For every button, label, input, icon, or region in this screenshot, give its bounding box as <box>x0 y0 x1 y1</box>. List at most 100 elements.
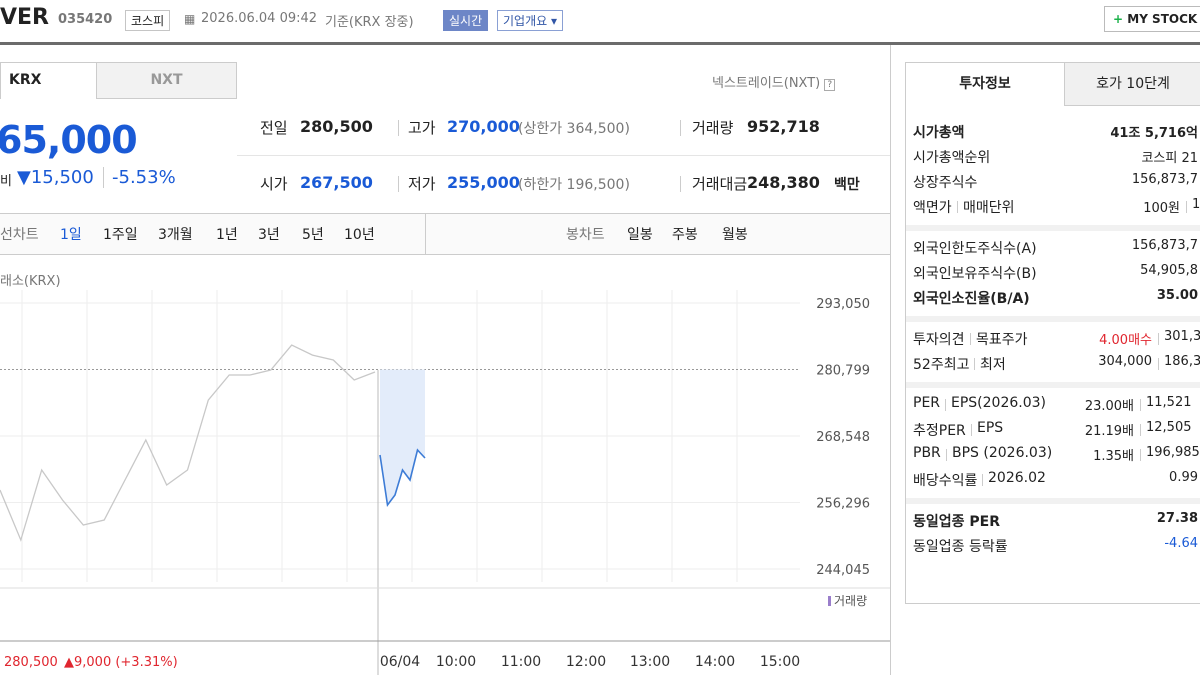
date: 2026.06.04 09:42 <box>201 11 318 26</box>
info-value: 1 <box>1192 197 1200 212</box>
price-chart: 293,050 280,799 268,548 256,296 244,045 거래량 06… <box>0 290 890 675</box>
market-badge: 코스피 <box>125 10 171 31</box>
x-tick-label: 10:00 <box>436 654 476 670</box>
tab-info[interactable]: 투자정보 <box>959 76 1011 92</box>
info-value: 0.99 <box>1169 470 1198 485</box>
info-label: 상장주식수 <box>913 175 978 191</box>
header: VER 035420 코스피 ▦ 2026.06.04 09:42 기준(KRX… <box>0 0 1200 42</box>
overview-button[interactable]: 기업개요 ▾ <box>497 10 564 31</box>
realtime-badge[interactable]: 실시간 <box>443 10 489 31</box>
info-value: 186,3 <box>1164 354 1200 369</box>
tab-orderbook[interactable]: 호가 10단계 <box>1064 63 1200 106</box>
x-tick-label: 14:00 <box>695 654 735 670</box>
info-value: 304,000 <box>1098 354 1152 369</box>
value-separator <box>1186 201 1187 213</box>
stat-label: 저가 <box>408 175 436 193</box>
label-separator <box>971 424 972 436</box>
header-border <box>0 42 1200 45</box>
prev-close: 280,500 <box>4 655 58 670</box>
value-separator <box>1140 399 1141 411</box>
stock-code: 035420 <box>58 12 113 27</box>
candle-tab[interactable]: 주봉 <box>672 227 698 243</box>
info-value: 12,505 <box>1146 420 1192 435</box>
stat-value: 270,000 <box>447 117 520 136</box>
info-label: 투자의견 <box>913 332 965 348</box>
period-tab[interactable]: 1일 <box>60 227 82 243</box>
tab-nxt[interactable]: NXT <box>96 62 237 99</box>
calendar-icon: ▦ <box>184 12 196 26</box>
info-value: 35.00 <box>1156 288 1198 303</box>
info-label: 매매단위 <box>963 200 1015 216</box>
stat-label: 거래대금 <box>692 175 748 193</box>
period-tab[interactable]: 10년 <box>344 227 375 243</box>
x-tick-label: 06/04 <box>380 654 420 670</box>
info-label: 배당수익률 <box>913 473 978 489</box>
info-value: 27.38 <box>1156 511 1198 526</box>
info-label: 시가총액 <box>913 125 965 141</box>
y-tick-label: 268,548 <box>816 430 870 445</box>
current-price: 65,000 <box>0 118 138 162</box>
x-tick-label: 15:00 <box>760 654 800 670</box>
stats-divider <box>237 155 890 156</box>
stat-value: 280,500 <box>300 117 373 136</box>
stat-divider <box>680 120 681 136</box>
value-separator <box>1140 449 1141 461</box>
info-label: 최저 <box>980 357 1006 373</box>
info-label: 액면가 <box>913 200 952 216</box>
volume-legend: 거래량 <box>834 594 867 608</box>
stat-divider <box>398 176 399 192</box>
info-value: 54,905,8 <box>1140 263 1198 278</box>
info-label: 목표주가 <box>976 332 1028 348</box>
label-separator <box>957 201 958 213</box>
stat-divider <box>398 120 399 136</box>
stat-extra: (하한가 196,500) <box>518 177 630 193</box>
info-value: 4.00매수 <box>1099 333 1152 348</box>
stat-label: 전일 <box>260 119 288 137</box>
period-tab[interactable]: 5년 <box>302 227 324 243</box>
change-label: 비 <box>0 174 12 189</box>
value-separator <box>1140 424 1141 436</box>
info-label: 시가총액순위 <box>913 150 991 166</box>
candle-tab[interactable]: 월봉 <box>722 227 748 243</box>
period-tab[interactable]: 1년 <box>216 227 238 243</box>
period-tab[interactable]: 1주일 <box>103 227 138 243</box>
stat-label: 시가 <box>260 175 288 193</box>
value-separator <box>1158 333 1159 345</box>
stat-label: 거래량 <box>692 119 734 137</box>
info-value: 21.19배 <box>1084 424 1134 439</box>
stat-value: 255,000 <box>447 173 520 192</box>
nxt-link-text: 넥스트레이드(NXT) <box>712 76 821 91</box>
group-divider <box>906 382 1200 388</box>
info-label: 추정PER <box>913 423 966 439</box>
label-separator <box>970 333 971 345</box>
stat-value: 267,500 <box>300 173 373 192</box>
stat-extra: (상한가 364,500) <box>518 121 630 137</box>
period-tab[interactable]: 3개월 <box>158 227 193 243</box>
info-value: 41조 5,716억 <box>1110 126 1198 141</box>
group-divider <box>906 225 1200 231</box>
today-area <box>380 369 425 505</box>
info-panel <box>905 62 1200 604</box>
prev-change: ▲9,000 (+3.31%) <box>64 655 178 670</box>
info-value: 1.35배 <box>1093 449 1134 464</box>
value-separator <box>1158 358 1159 370</box>
price-line <box>0 344 376 542</box>
my-stock-button[interactable]: + MY STOCK <box>1104 6 1200 32</box>
price-line <box>379 448 426 508</box>
info-label: PER <box>913 395 941 411</box>
period-bar <box>0 213 890 255</box>
nxt-link[interactable]: 넥스트레이드(NXT) ? <box>712 72 836 91</box>
x-tick-label: 13:00 <box>630 654 670 670</box>
x-tick-label: 12:00 <box>566 654 606 670</box>
info-value: 11,521 <box>1146 395 1192 410</box>
y-tick-label: 244,045 <box>816 563 870 578</box>
info-label: 2026.02 <box>988 470 1046 486</box>
change-value: ▼15,500 <box>17 167 94 188</box>
info-label: 외국인한도주식수(A) <box>913 241 1037 257</box>
info-value: 156,873,7 <box>1131 172 1198 187</box>
y-tick-label: 256,296 <box>816 497 870 512</box>
group-divider <box>906 498 1200 504</box>
basis: 기준(KRX 장중) <box>325 15 414 30</box>
period-tab[interactable]: 3년 <box>258 227 280 243</box>
candle-tab[interactable]: 일봉 <box>627 227 653 243</box>
